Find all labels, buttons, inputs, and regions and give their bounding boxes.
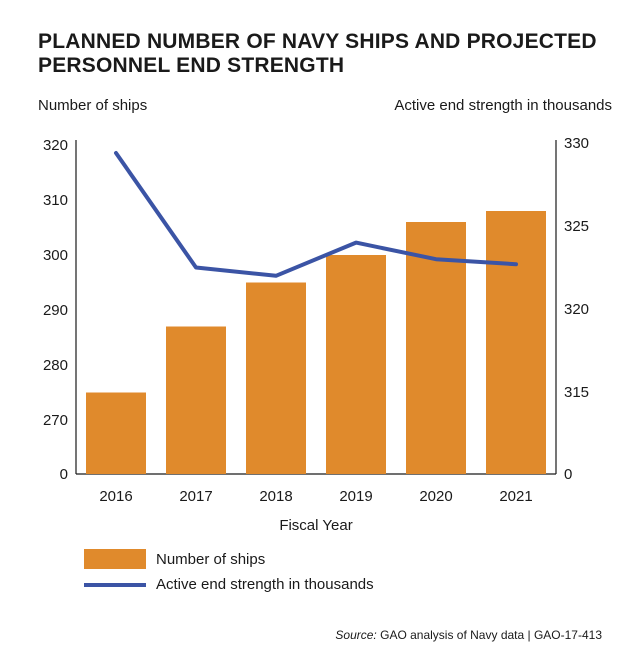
x-tick-label: 2018 [259,488,292,505]
bar-2018 [246,282,306,474]
legend-bar-swatch [84,549,146,569]
x-axis-title: Fiscal Year [279,517,352,534]
x-tick-label: 2020 [419,488,452,505]
right-tick-label: 330 [564,135,589,152]
left-tick-label: 280 [43,357,68,374]
x-tick-label: 2016 [99,488,132,505]
left-tick-label: 300 [43,247,68,264]
left-tick-label: 310 [43,192,68,209]
left-axis-title: Number of ships [38,97,148,114]
bar-2019 [326,255,386,474]
right-tick-label: 0 [564,466,572,483]
source-label: Source: [335,628,377,642]
bar-2017 [166,326,226,474]
source-text: GAO analysis of Navy data | GAO-17-413 [380,628,602,642]
source-note: Source: GAO analysis of Navy data | GAO-… [335,628,602,642]
x-tick-label: 2017 [179,488,212,505]
right-tick-label: 315 [564,384,589,401]
right-tick-label: 325 [564,218,589,235]
left-tick-label: 290 [43,302,68,319]
right-tick-label: 320 [564,301,589,318]
bar-2021 [486,211,546,474]
x-tick-label: 2019 [339,488,372,505]
legend-item-ships: Number of ships [84,549,265,569]
left-tick-label: 320 [43,137,68,154]
legend-line-swatch [84,582,146,587]
strength-line [114,151,518,278]
chart-title: PLANNED NUMBER OF NAVY SHIPS AND PROJECT… [38,30,597,77]
legend-item-strength: Active end strength in thousands [84,576,374,593]
right-axis-title: Active end strength in thousands [394,97,612,114]
left-tick-label: 270 [43,412,68,429]
left-tick-label: 0 [60,466,68,483]
legend-label-ships: Number of ships [156,550,266,568]
bar-2016 [86,392,146,474]
legend-label-strength: Active end strength in thousands [156,576,374,593]
bar-2020 [406,222,466,474]
x-tick-label: 2021 [499,488,532,505]
